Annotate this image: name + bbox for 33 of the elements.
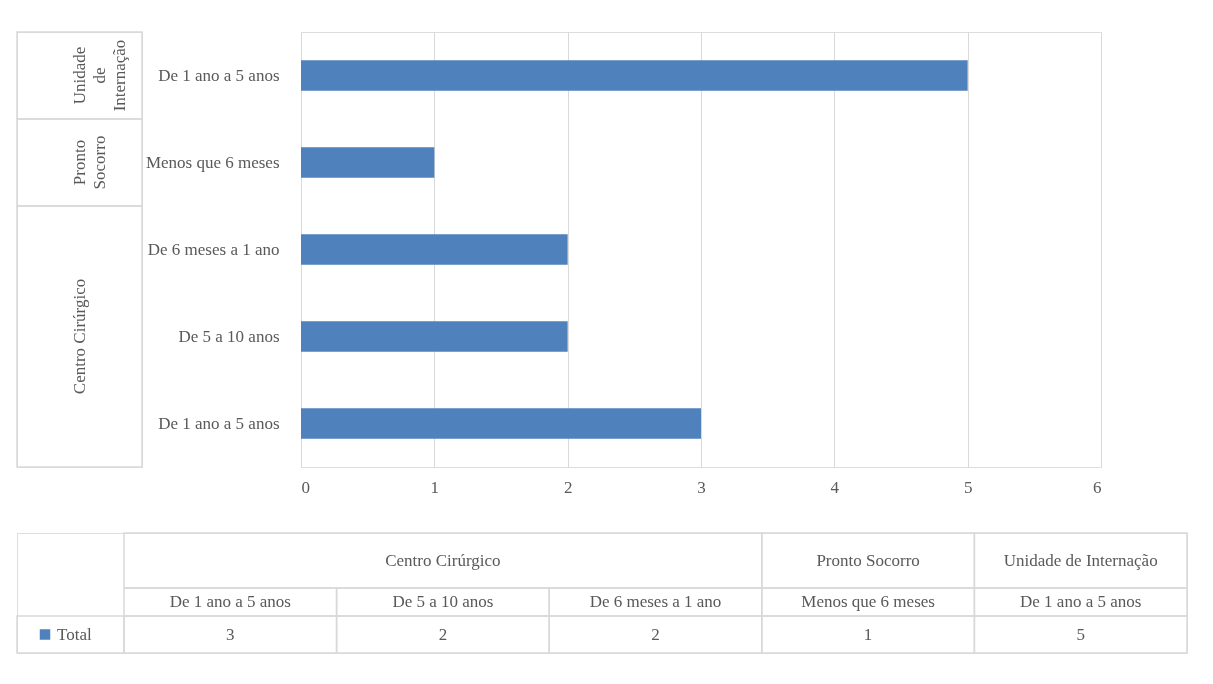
x-tick-label: 6 [1093,477,1102,497]
data-label: 5 [1076,624,1085,644]
bar [301,408,701,439]
x-tick-label: 1 [430,477,440,497]
bar [301,321,568,352]
x-tick-label: 4 [830,477,840,497]
data-label: 2 [438,624,448,644]
text: Unidade de Internação [1003,550,1158,570]
category-label: De 5 a 10 anos [392,592,494,611]
legend-label: Total [57,624,92,644]
bar [301,60,968,91]
y-tick-label: Menos que 6 meses [145,152,280,172]
text: Pronto Socorro [69,135,109,190]
category-label: De 6 meses a 1 ano [589,592,722,611]
data-label: 3 [226,624,235,644]
x-tick-label: 5 [963,477,973,497]
bar [301,234,568,265]
data-label: 2 [651,624,660,644]
text: Centro Cirúrgico [385,550,501,570]
text: Centro Cirúrgico [69,278,89,395]
text: Unidade de Internação [69,39,129,112]
x-tick-label: 3 [697,477,706,497]
x-tick-label: 0 [301,477,310,497]
y-tick-label: De 6 meses a 1 ano [147,239,280,259]
y-tick-label: De 1 ano a 5 anos [158,65,280,85]
text: Pronto Socorro [816,550,920,570]
category-label: De 1 ano a 5 anos [1020,592,1142,611]
y-tick-label: De 5 a 10 anos [178,326,280,346]
x-tick-label: 2 [563,477,573,497]
data-label: 1 [863,624,873,644]
y-tick-label: De 1 ano a 5 anos [158,413,280,433]
category-label: Menos que 6 meses [801,592,935,611]
bar [301,147,435,178]
